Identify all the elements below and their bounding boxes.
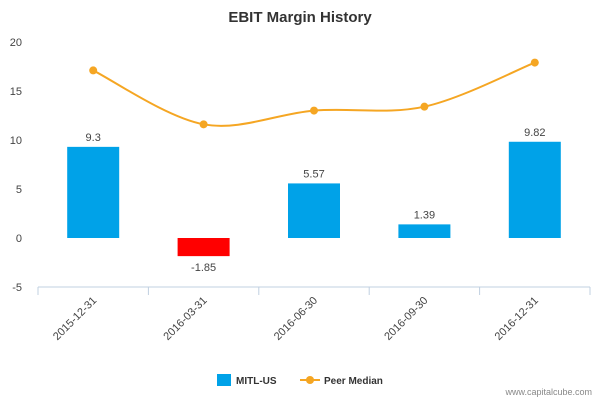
bar-2016-09-30: [398, 224, 451, 238]
legend-swatch-bar: [217, 374, 231, 386]
y-tick-label: -5: [12, 282, 22, 294]
bar-data-label: 5.57: [303, 168, 324, 180]
x-tick-label: 2016-09-30: [382, 295, 430, 343]
peer-median-point-2015-12-31: [89, 66, 98, 75]
legend-label-line: Peer Median: [324, 376, 383, 387]
y-tick-label: 10: [10, 135, 22, 147]
peer-median-point-2016-09-30: [420, 102, 429, 111]
peer-median-point-2016-06-30: [310, 106, 318, 115]
x-tick-label: 2016-12-31: [493, 295, 541, 343]
legend-swatch-marker: [306, 376, 314, 384]
x-tick-label: 2016-03-31: [161, 295, 209, 343]
bar-2016-12-31: [508, 141, 561, 238]
y-tick-label: 15: [10, 86, 22, 98]
line-layer: [89, 58, 539, 129]
data-label-layer: 9.3 -1.85 5.57 1.39 9.82: [86, 127, 546, 274]
source-credit: www.capitalcube.com: [504, 387, 592, 397]
bar-data-label: 1.39: [414, 209, 435, 221]
bar-data-label: -1.85: [191, 262, 216, 274]
bar-data-label: 9.3: [86, 132, 101, 144]
y-tick-label: 5: [16, 184, 22, 196]
bar-2015-12-31: [67, 146, 120, 238]
peer-median-point-2016-03-31: [199, 120, 208, 129]
bar-data-label: 9.82: [524, 127, 545, 139]
y-tick-label: 0: [16, 233, 22, 245]
peer-median-point-2016-12-31: [530, 58, 539, 67]
bar-layer: [67, 141, 561, 257]
peer-median-line: [92, 61, 536, 127]
x-tick-label: 2016-06-30: [272, 295, 320, 343]
bar-2016-06-30: [288, 183, 340, 238]
chart-title: EBIT Margin History: [228, 9, 372, 26]
x-tick-label: 2015-12-31: [51, 295, 99, 343]
y-tick-label: 20: [10, 37, 22, 49]
legend-label-bar: MITL-US: [236, 376, 277, 387]
bar-2016-03-31: [177, 238, 230, 257]
legend: MITL-US Peer Median: [217, 374, 383, 387]
